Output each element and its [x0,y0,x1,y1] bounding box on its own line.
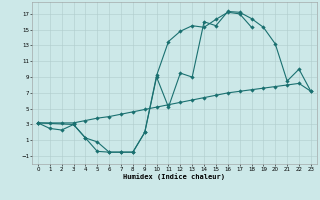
X-axis label: Humidex (Indice chaleur): Humidex (Indice chaleur) [124,173,225,180]
